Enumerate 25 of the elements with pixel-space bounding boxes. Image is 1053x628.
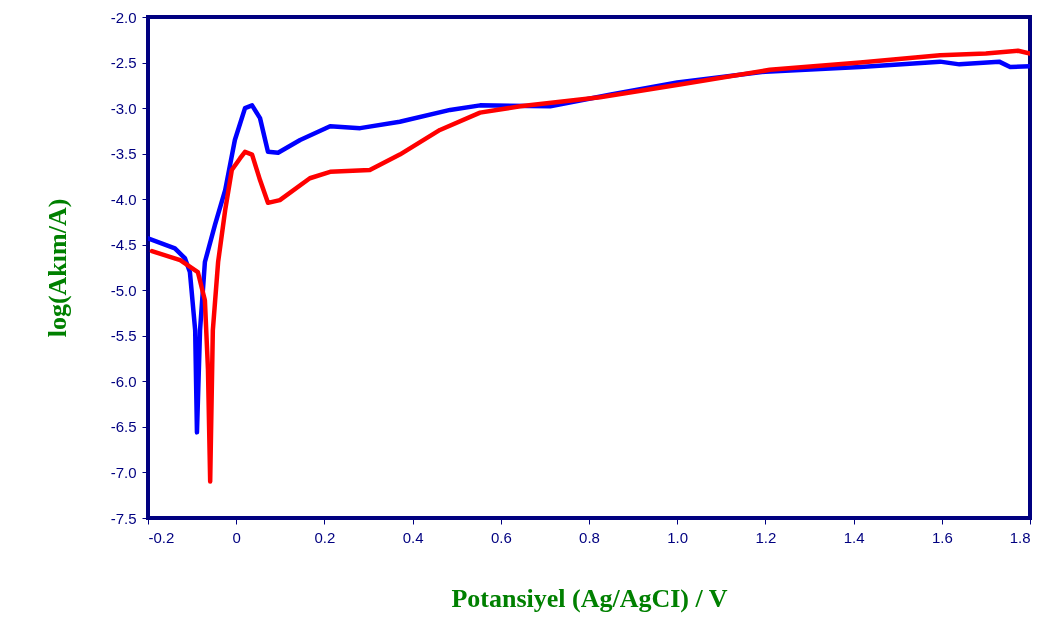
x-tick-label: 1.0 [667, 528, 689, 546]
x-tick-label: 1.6 [931, 528, 953, 546]
x-tick-label: 0 [232, 528, 241, 546]
y-tick-label: -2.5 [110, 54, 137, 72]
y-tick-label: -4.0 [110, 190, 137, 208]
y-tick-label: -3.5 [110, 145, 137, 163]
y-tick-label: -2.0 [110, 8, 137, 26]
x-tick-label: 1.2 [755, 528, 777, 546]
y-tick-label: -6.5 [110, 418, 137, 436]
x-tick-label: -0.2 [148, 528, 175, 546]
x-tick-label: 0.2 [314, 528, 336, 546]
y-tick-label: -4.5 [110, 236, 137, 254]
x-tick-label: 1.4 [843, 528, 865, 546]
x-tick-label: 0.6 [490, 528, 512, 546]
y-tick-label: -3.0 [110, 99, 137, 117]
y-tick-label: -7.0 [110, 463, 137, 481]
y-tick-label: -7.5 [110, 509, 137, 527]
x-tick-label: 0.8 [579, 528, 600, 546]
x-axis-title: Potansiyel (Ag/AgCI) / V [451, 583, 728, 613]
y-tick-label: -5.0 [110, 281, 137, 299]
y-axis-title: log(Akım/A) [42, 198, 72, 338]
x-tick-label: 1.8 [1009, 528, 1031, 546]
y-tick-label: -6.0 [110, 372, 137, 390]
x-tick-label: 0.4 [402, 528, 424, 546]
y-tick-label: -5.5 [110, 327, 137, 345]
